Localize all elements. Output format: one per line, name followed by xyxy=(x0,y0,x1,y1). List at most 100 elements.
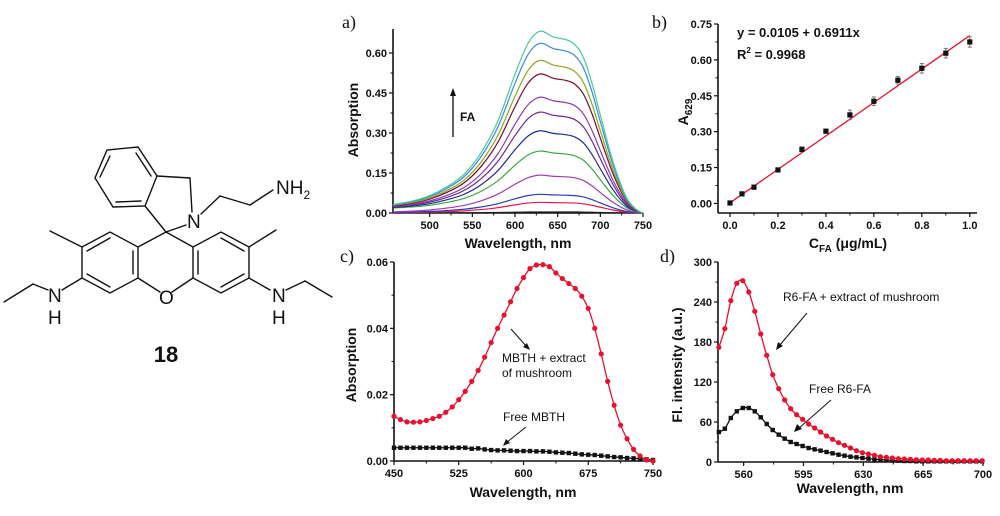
chart-a-xtick-label: 600 xyxy=(506,220,524,232)
chart-b-ytick-label: 0.45 xyxy=(691,91,712,103)
chart-a-series-2 xyxy=(392,193,644,214)
chart-a-series-9 xyxy=(392,59,644,214)
chart-b-ytick-label: 0.30 xyxy=(691,127,712,139)
chart-c-point xyxy=(437,445,442,450)
chart-a-series-11 xyxy=(392,30,644,214)
chart-d-point xyxy=(913,457,919,463)
chart-d-point xyxy=(955,458,961,464)
chart-c-point xyxy=(417,445,423,450)
chart-d-series-line xyxy=(718,406,983,463)
chart-b-ytick-label: 0.75 xyxy=(691,19,712,31)
chart-d-point xyxy=(877,454,884,460)
chart-c-point xyxy=(618,455,623,460)
chart-c-point xyxy=(553,450,559,455)
chart-c-point xyxy=(631,456,636,461)
chart-c-point xyxy=(462,388,468,394)
chart-c-point xyxy=(579,293,585,299)
chart-c-point xyxy=(624,455,630,461)
chart-d-point xyxy=(788,439,793,445)
chart-b-xtick-label: 0.6 xyxy=(866,220,881,232)
chart-d-point xyxy=(794,412,800,418)
chart-c-ytick-label: 0.04 xyxy=(367,323,389,335)
chart-d-xtick-label: 560 xyxy=(734,469,752,481)
chart-a-series-1 xyxy=(392,201,644,214)
chart-c-xtick-label: 750 xyxy=(644,468,662,480)
chart-c-ytick-label: 0.00 xyxy=(367,456,388,468)
chart-d-point xyxy=(770,372,776,378)
chart-c-point xyxy=(579,452,584,457)
chart-d-xtick-label: 595 xyxy=(794,469,812,481)
chart-c-point xyxy=(449,404,455,410)
chart-d-point xyxy=(746,289,752,295)
chart-c-point xyxy=(592,452,597,458)
chart-c-ytick-label: 0.02 xyxy=(367,390,388,402)
chart-c: 450 525 600 675 750 0.00 0.02 0.04 0.06 xyxy=(367,257,663,480)
chart-a-ytick-label: 0.45 xyxy=(366,88,387,100)
chart-c-point xyxy=(533,262,540,268)
arrow-head xyxy=(794,424,802,432)
chart-d-point xyxy=(824,449,829,455)
chart-c-point xyxy=(495,325,501,331)
chart-d-point xyxy=(925,457,931,463)
chart-d-point xyxy=(740,405,745,411)
chart-b-xtick-label: 1.0 xyxy=(962,220,977,232)
chart-d-ytick-label: 240 xyxy=(694,297,712,309)
chart-d-point xyxy=(848,454,853,459)
chart-c-point xyxy=(430,415,436,422)
chart-a-xlabel: Wavelength, nm xyxy=(465,235,572,251)
chart-d-point xyxy=(937,457,943,463)
chart-d-point xyxy=(961,458,967,464)
chart-d-point xyxy=(722,326,728,332)
chart-d-point xyxy=(817,429,824,435)
chart-c-point xyxy=(404,419,410,425)
atom-n-ring: N xyxy=(187,212,201,233)
chart-a-xtick-label: 700 xyxy=(591,220,609,232)
chart-d-point xyxy=(811,425,818,431)
chart-a-series-5 xyxy=(392,130,644,214)
chart-d-point xyxy=(872,457,877,462)
chart-c-point xyxy=(611,402,617,408)
chart-d-point xyxy=(979,458,985,464)
chart-d-point xyxy=(734,280,740,286)
chart-c-point xyxy=(599,453,604,458)
chart-d-point xyxy=(931,457,937,463)
chart-b-xtick-label: 0.8 xyxy=(914,220,929,232)
arrow-head xyxy=(776,342,783,350)
panel-label-b: b) xyxy=(652,12,667,33)
chart-d-point xyxy=(818,448,823,453)
chart-b-ylabel: A629 xyxy=(675,98,695,125)
chart-b-xtick-label: 0.4 xyxy=(818,220,834,232)
chart-c-point xyxy=(534,449,539,454)
chart-b-ytick-label: 0.15 xyxy=(691,163,712,175)
chart-d-point xyxy=(889,455,895,461)
chart-d-point xyxy=(841,442,848,448)
panel-label-d: d) xyxy=(660,246,675,267)
chart-c-point xyxy=(501,448,507,453)
chart-d-point xyxy=(722,426,728,431)
chart-d-point xyxy=(847,445,854,451)
chart-c-point xyxy=(637,456,643,461)
chart-c-point xyxy=(605,454,610,459)
chart-a-series-0 xyxy=(392,211,644,214)
chemical-structure-18 xyxy=(3,146,333,303)
chart-b-point xyxy=(739,191,745,197)
chart-a-series-10 xyxy=(392,42,644,214)
chart-c-point xyxy=(624,436,630,442)
chart-c-xtick-label: 675 xyxy=(579,468,597,480)
chart-c-point xyxy=(566,280,572,287)
chart-c-point xyxy=(611,454,617,460)
chart-a-xtick-label: 650 xyxy=(548,220,566,232)
chart-d-arrow-red xyxy=(778,312,808,347)
chart-c-point xyxy=(566,450,572,456)
chart-c-point xyxy=(417,419,423,425)
chart-a-series-6 xyxy=(392,111,644,214)
chart-c-point xyxy=(391,445,397,450)
chart-c-point xyxy=(391,413,397,419)
chart-d-point xyxy=(860,455,865,461)
chart-c-point xyxy=(410,419,417,425)
chart-c-point xyxy=(637,453,643,459)
chart-a-xtick-label: 750 xyxy=(634,220,652,232)
chart-d-point xyxy=(823,433,830,439)
chart-c-xtick-label: 525 xyxy=(450,468,468,480)
chart-b-point xyxy=(751,184,757,190)
